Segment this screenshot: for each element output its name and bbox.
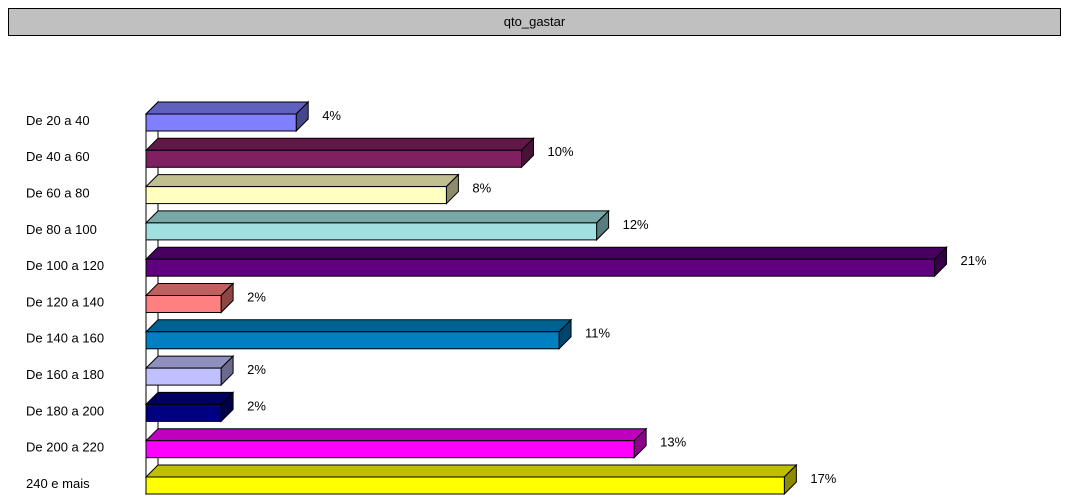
category-label: De 200 a 220 bbox=[26, 440, 104, 455]
bar bbox=[145, 258, 936, 277]
data-label: 8% bbox=[472, 181, 491, 196]
bars-layer bbox=[144, 100, 948, 496]
category-label: De 40 a 60 bbox=[26, 149, 90, 164]
bar bbox=[145, 149, 522, 168]
bar-top-face bbox=[144, 391, 235, 405]
bar-top-face bbox=[144, 355, 235, 369]
bar bbox=[145, 476, 785, 495]
data-label: 21% bbox=[961, 253, 987, 268]
category-label: De 120 a 140 bbox=[26, 294, 104, 309]
bar-top-face bbox=[144, 210, 610, 224]
bar bbox=[145, 113, 297, 132]
bar-top-face bbox=[144, 464, 798, 478]
bar-top-face bbox=[144, 101, 310, 115]
data-label: 12% bbox=[623, 217, 649, 232]
data-label: 2% bbox=[247, 398, 266, 413]
data-label: 2% bbox=[247, 289, 266, 304]
category-label: De 140 a 160 bbox=[26, 331, 104, 346]
data-label: 10% bbox=[548, 144, 574, 159]
category-label: De 180 a 200 bbox=[26, 403, 104, 418]
chart-title: qto_gastar bbox=[8, 8, 1061, 36]
bar bbox=[145, 440, 635, 459]
bar-top-face bbox=[144, 283, 235, 296]
bar bbox=[145, 222, 598, 241]
bar bbox=[145, 295, 222, 313]
bar-top-face bbox=[144, 137, 535, 151]
bar bbox=[145, 403, 222, 422]
category-label: De 100 a 120 bbox=[26, 258, 104, 273]
category-label: De 60 a 80 bbox=[26, 186, 90, 201]
bar-top-face bbox=[144, 319, 573, 333]
category-label: De 160 a 180 bbox=[26, 367, 104, 382]
bar-top-face bbox=[144, 246, 948, 260]
data-label: 11% bbox=[585, 326, 610, 341]
data-label: 13% bbox=[660, 435, 686, 450]
bar-top-face bbox=[144, 174, 460, 188]
data-label: 2% bbox=[247, 362, 266, 377]
labels-layer: De 20 a 40 4% De 40 a 60 10% De 60 a 80 8% De … bbox=[26, 108, 987, 491]
bar bbox=[145, 331, 560, 350]
bar bbox=[145, 367, 222, 386]
category-label: 240 e mais bbox=[26, 476, 90, 491]
category-label: De 20 a 40 bbox=[26, 113, 90, 128]
data-label: 17% bbox=[810, 471, 836, 486]
bar-top-face bbox=[144, 428, 648, 442]
category-label: De 80 a 100 bbox=[26, 222, 97, 237]
bar bbox=[145, 186, 447, 205]
data-label: 4% bbox=[322, 108, 341, 123]
